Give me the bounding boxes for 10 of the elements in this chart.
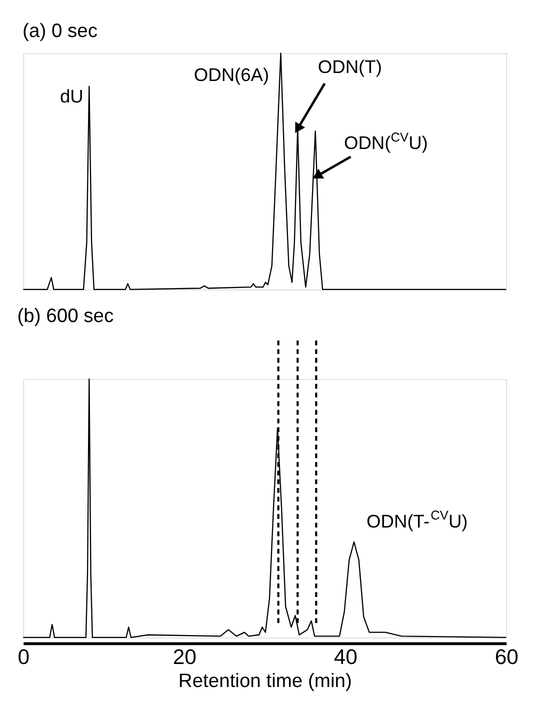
annotation: ODN(T) [318,56,382,77]
chart-title: (b) 600 sec [17,306,114,328]
x-tick-label: 60 [494,646,518,669]
chart-title: (a) 0 sec [22,21,98,42]
annotation: ODN(6A) [194,64,270,86]
x-axis-title: Retention time (min) [178,671,352,692]
annotation: dU [60,86,84,107]
x-tick-label: 0 [18,646,30,669]
x-tick-label: 20 [172,646,196,669]
x-tick-label: 40 [334,646,358,669]
